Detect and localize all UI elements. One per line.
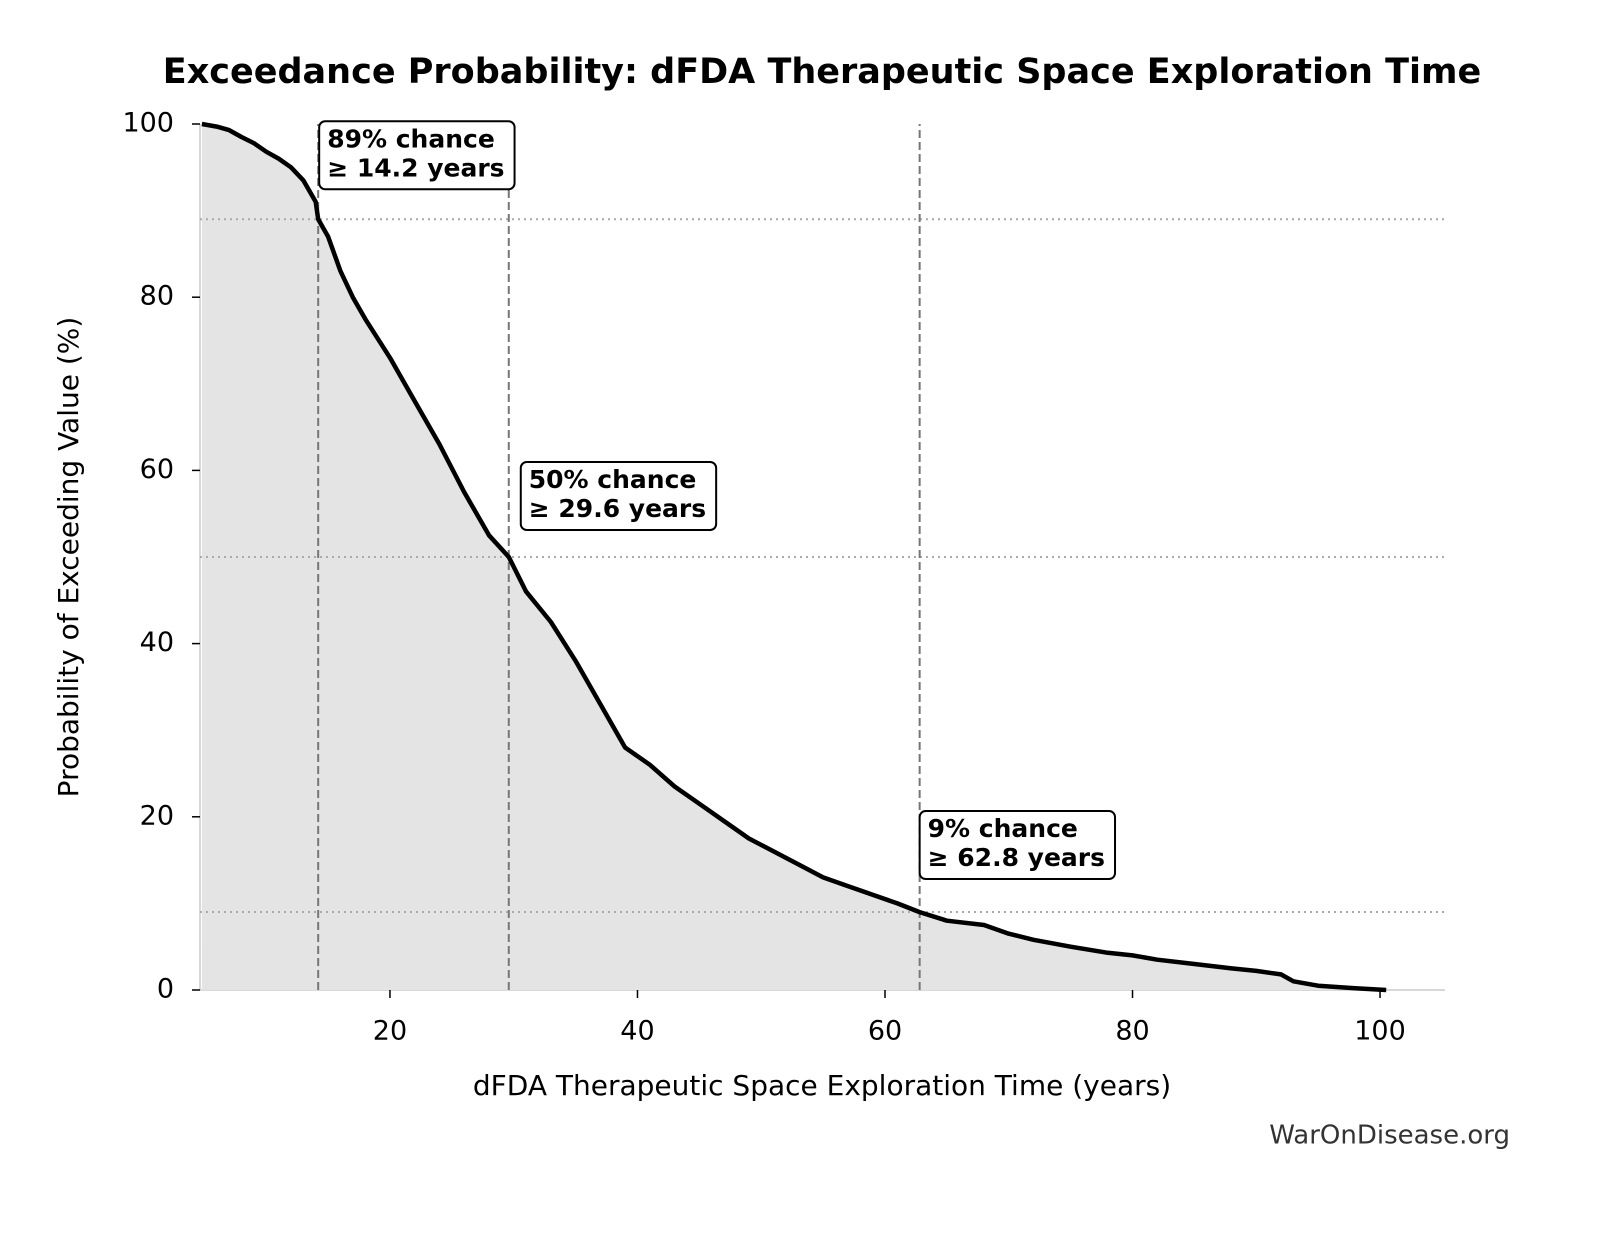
footer: WarOnDisease.org [1269,1121,1510,1151]
annotation-box [519,461,718,531]
annotation-box [318,120,516,191]
annotation-box [918,810,1117,881]
exceedance-line [201,121,1387,993]
annotation-text: ≥ 29.6 years [529,494,706,523]
x-tick-label: 60 [868,1016,902,1047]
annotation: 9% chance≥ 62.8 years [918,810,1117,881]
annotation-text: ≥ 14.2 years [327,153,504,182]
y-tick-label: 100 [122,108,174,139]
annotation: 50% chance≥ 29.6 years [519,461,718,531]
y-tick-label: 20 [140,800,174,831]
y-tick-label: 0 [157,974,174,1005]
x-tick-label: 20 [373,1016,407,1047]
x-tick-label: 40 [620,1016,654,1047]
y-tick-label: 80 [140,281,174,312]
annotation-text: 50% chance [529,465,697,494]
y-axis-label: Probability of Exceeding Value (%) [52,317,85,798]
x-axis-label: dFDA Therapeutic Space Exploration Time … [473,1069,1171,1102]
area-fill [201,124,1387,990]
annotation-text: 9% chance [928,814,1078,843]
x-tick-label: 80 [1115,1016,1149,1047]
y-tick-label: 60 [140,454,174,485]
x-tick-label: 100 [1354,1016,1406,1047]
chart-title: Exceedance Probability: dFDA Therapeutic… [163,52,1481,92]
annotation-text: 89% chance [327,124,495,153]
annotation-text: ≥ 62.8 years [928,843,1105,872]
y-tick-label: 40 [140,627,174,658]
annotation: 89% chance≥ 14.2 years [318,120,516,191]
